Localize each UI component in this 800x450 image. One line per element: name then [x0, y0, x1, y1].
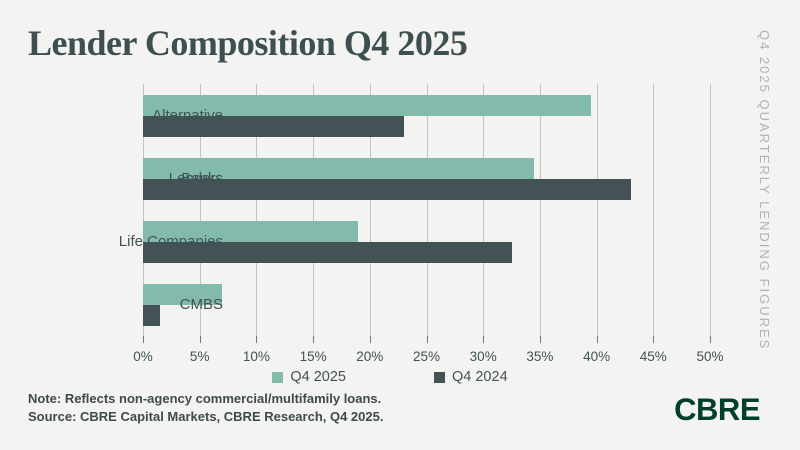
gridline [313, 84, 315, 336]
axis-tick-label: 30% [469, 349, 497, 364]
bar-q4-2024 [143, 115, 404, 137]
bar-group-banks [143, 147, 710, 210]
axis-tick-label: 40% [583, 349, 611, 364]
gridline [369, 84, 371, 336]
gridline [653, 84, 655, 336]
gridline [596, 84, 598, 336]
bar-group-alternative-lenders [143, 84, 710, 147]
bar-q4-2025 [143, 94, 591, 116]
source-line: Source: CBRE Capital Markets, CBRE Resea… [28, 409, 384, 424]
note-line: Note: Reflects non-agency commercial/mul… [28, 391, 382, 406]
legend-swatch [272, 371, 284, 383]
bar-q4-2024 [143, 304, 160, 326]
category-label: CMBS [179, 296, 223, 313]
legend-label: Q4 2024 [452, 369, 508, 385]
axis-tick [426, 336, 428, 343]
axis-tick-label: 0% [133, 349, 153, 364]
gridline [199, 84, 201, 336]
bar-q4-2024 [143, 241, 512, 263]
axis-tick [483, 336, 485, 343]
axis-tick [369, 336, 371, 343]
gridline [483, 84, 485, 336]
gridline [256, 84, 258, 336]
footnotes: Note: Reflects non-agency commercial/mul… [28, 390, 383, 426]
axis-tick-label: 35% [526, 349, 554, 364]
bar-group-life-companies [143, 210, 710, 273]
gridline [539, 84, 541, 336]
plot-area [143, 84, 711, 336]
bar-q4-2025 [143, 220, 359, 242]
bar-q4-2024 [143, 178, 631, 200]
bar-rows [143, 84, 710, 336]
cbre-logo: CBRE [674, 391, 760, 428]
axis-tick [596, 336, 598, 343]
axis-tick [653, 336, 655, 343]
axis-tick-label: 45% [639, 349, 667, 364]
legend: Q4 2025 Q4 2024 [0, 369, 780, 385]
axis-tick [256, 336, 258, 343]
axis-tick-label: 50% [696, 349, 724, 364]
bar-q4-2025 [143, 157, 535, 179]
axis-tick [710, 336, 711, 343]
axis-tick [313, 336, 315, 343]
legend-item-q4-2024: Q4 2024 [434, 369, 508, 385]
axis-tick-label: 15% [299, 349, 327, 364]
gridline [710, 84, 711, 336]
gridline [143, 84, 144, 336]
axis-tick-label: 25% [412, 349, 441, 364]
chart-title: Lender Composition Q4 2025 [28, 23, 468, 63]
axis-tick [199, 336, 201, 343]
legend-swatch [434, 371, 445, 383]
axis-tick-label: 5% [189, 349, 210, 364]
category-label: Alternative Lenders [152, 107, 223, 187]
bar-group-cmbs [143, 273, 710, 336]
gridline [426, 84, 428, 336]
axis-tick-label: 20% [356, 349, 384, 364]
legend-label: Q4 2025 [290, 369, 346, 385]
bar-q4-2025 [143, 283, 223, 305]
axis-tick [143, 336, 144, 343]
axis-tick-label: 10% [242, 349, 270, 364]
category-label: Banks [181, 170, 223, 187]
axis-tick [539, 336, 541, 343]
side-vertical-label: Q4 2025 QUARTERLY LENDING FIGURES [757, 30, 772, 351]
legend-item-q4-2025: Q4 2025 [272, 369, 346, 385]
category-label: Life Companies [118, 233, 223, 250]
